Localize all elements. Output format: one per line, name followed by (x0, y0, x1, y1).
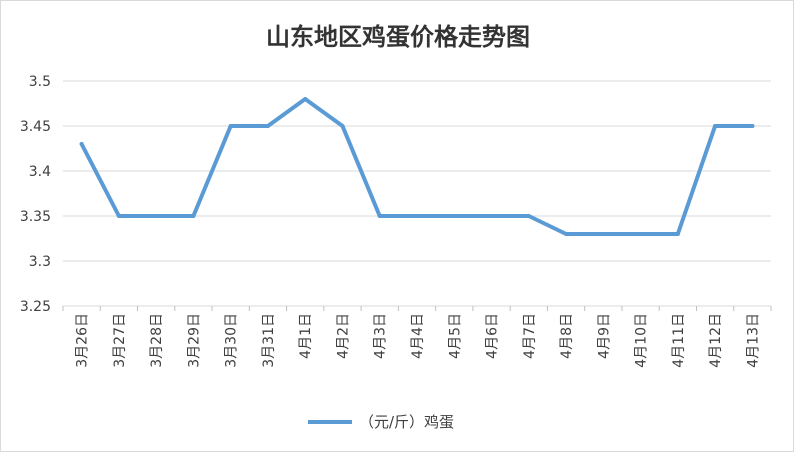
x-tick-label: 3月30日 (224, 313, 240, 368)
data-point (489, 214, 494, 218)
data-point (713, 124, 718, 128)
y-axis-ticks: 3.25 3.3 3.35 3.4 3.45 3.5 (20, 74, 51, 315)
x-tick-label: 4月4日 (410, 313, 426, 359)
x-tick-label: 4月2日 (335, 313, 351, 359)
gridlines (63, 80, 771, 307)
x-tick-label: 4月9日 (596, 313, 612, 359)
series-layer (79, 97, 755, 236)
y-tick-label: 3.45 (20, 119, 51, 135)
legend-label: （元/斤）鸡蛋 (359, 413, 454, 431)
data-point (303, 97, 308, 101)
x-tick-label: 4月11日 (671, 313, 687, 368)
data-point (79, 142, 84, 146)
data-point (452, 214, 457, 218)
x-tick-label: 3月29日 (186, 313, 202, 368)
x-tick-label: 4月10日 (634, 313, 650, 368)
data-point (377, 214, 382, 218)
x-tick-label: 4月5日 (447, 313, 463, 359)
x-tick-label: 4月1日 (298, 313, 314, 359)
data-point (340, 124, 345, 128)
data-point (675, 232, 680, 236)
x-tick-label: 4月3日 (373, 313, 389, 359)
data-point (116, 214, 121, 218)
data-point (228, 124, 233, 128)
x-tick-label: 3月28日 (149, 313, 165, 368)
series-line-0 (79, 97, 755, 236)
y-tick-label: 3.25 (20, 299, 51, 315)
data-point (265, 124, 270, 128)
data-point (415, 214, 419, 218)
x-tick-label: 4月12日 (708, 313, 724, 368)
x-tick-label: 4月13日 (745, 313, 761, 368)
x-tick-label: 3月26日 (75, 313, 91, 368)
data-point (154, 214, 159, 218)
chart-title: 山东地区鸡蛋价格走势图 (266, 23, 530, 51)
data-point (564, 232, 569, 236)
data-point (191, 214, 196, 218)
data-point (750, 124, 755, 128)
x-tick-label: 3月31日 (261, 313, 277, 368)
y-tick-label: 3.5 (29, 74, 51, 90)
data-point (601, 232, 606, 236)
x-tick-label: 4月8日 (559, 313, 575, 359)
x-axis (62, 306, 772, 311)
y-tick-label: 3.3 (29, 254, 51, 270)
data-point (526, 214, 531, 218)
y-tick-label: 3.4 (29, 164, 51, 180)
x-tick-label: 3月27日 (112, 313, 128, 368)
x-tick-label: 4月6日 (485, 313, 501, 359)
x-tick-label: 4月7日 (522, 313, 538, 359)
x-axis-ticks: 3月26日 3月27日 3月28日 3月29日 3月30日 3月31日 4月1日 4月2日 4月… (75, 313, 762, 368)
y-tick-label: 3.35 (20, 209, 51, 225)
data-point (638, 232, 643, 236)
legend: （元/斤）鸡蛋 (308, 413, 454, 431)
